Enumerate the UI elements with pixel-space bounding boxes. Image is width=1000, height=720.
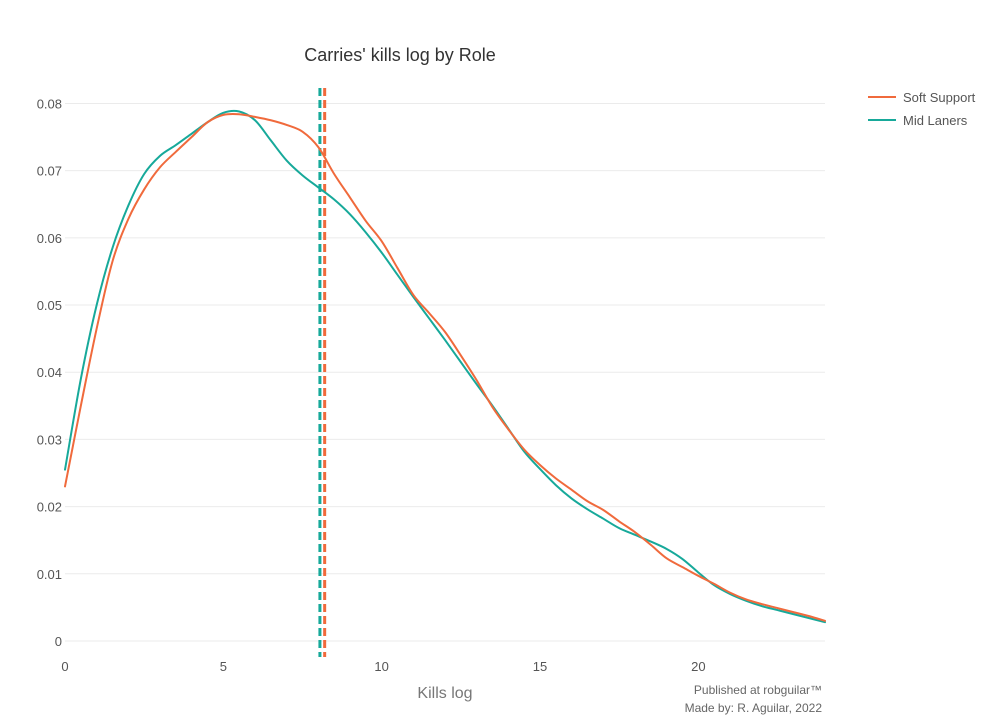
y-tick-label: 0.03	[37, 432, 62, 447]
x-tick-label: 10	[374, 659, 388, 674]
y-tick-label: 0	[55, 634, 62, 649]
y-tick-label: 0.05	[37, 298, 62, 313]
footer-author: Made by: R. Aguilar, 2022	[685, 701, 823, 715]
y-tick-label: 0.02	[37, 500, 62, 515]
footer-published: Published at robguilar™	[694, 683, 822, 697]
y-axis-ticks: 0 0.01 0.02 0.03 0.04 0.05 0.06 0.07 0.08	[37, 96, 62, 649]
x-tick-label: 5	[220, 659, 227, 674]
x-axis-ticks: 0 5 10 15 20	[61, 659, 705, 674]
x-tick-label: 20	[691, 659, 705, 674]
y-tick-label: 0.04	[37, 365, 62, 380]
grid-lines	[65, 102, 825, 642]
y-tick-label: 0.07	[37, 164, 62, 179]
legend-label: Mid Laners	[903, 113, 968, 128]
x-tick-label: 0	[61, 659, 68, 674]
series-line-mid-laners	[64, 109, 826, 624]
chart-title: Carries' kills log by Role	[304, 45, 496, 65]
x-tick-label: 15	[533, 659, 547, 674]
y-tick-label: 0.06	[37, 231, 62, 246]
y-tick-label: 0.08	[37, 96, 62, 111]
mean-lines	[318, 88, 327, 657]
series-lines	[64, 109, 826, 624]
series-line-soft-support	[64, 112, 826, 622]
legend: Soft Support Mid Laners	[868, 90, 976, 128]
legend-label: Soft Support	[903, 90, 976, 105]
y-tick-label: 0.01	[37, 567, 62, 582]
x-axis-title: Kills log	[417, 685, 472, 702]
